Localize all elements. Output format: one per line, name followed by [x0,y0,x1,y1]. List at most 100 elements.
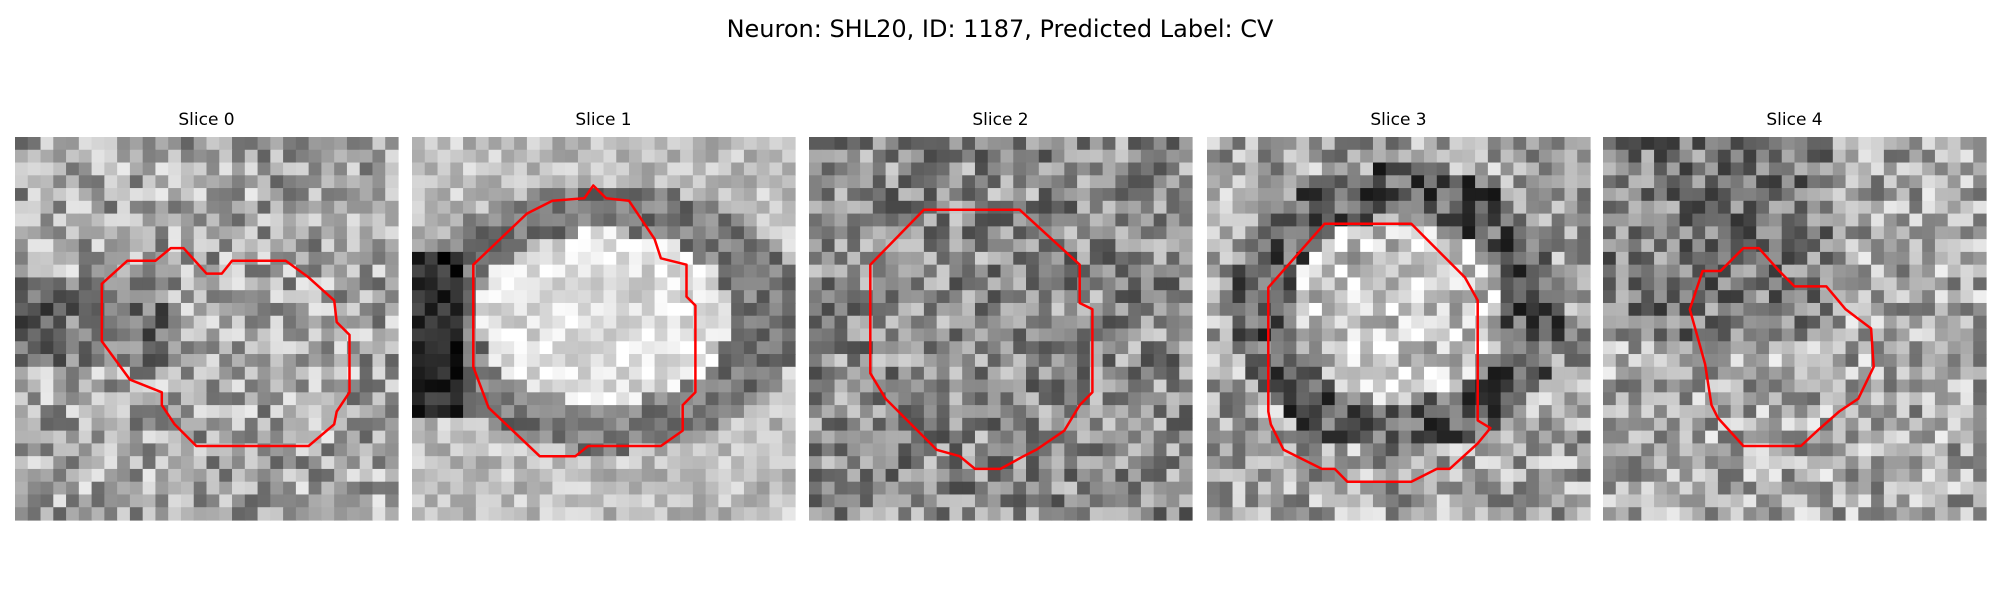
pixel [1896,481,1910,496]
pixel [1462,456,1476,470]
pixel [412,481,426,496]
pixel [1832,162,1847,176]
pixel [1013,507,1027,521]
pixel [1896,366,1910,381]
pixel [1883,366,1898,381]
pixel [718,239,732,253]
pixel [809,341,823,355]
pixel [1794,302,1808,317]
pixel [1717,137,1732,151]
pixel [1296,468,1310,483]
pixel [257,507,271,521]
pixel [270,226,284,240]
pixel [577,354,592,368]
pixel [1781,481,1796,496]
pixel [629,417,643,432]
pixel [1883,251,1898,266]
pixel [1487,507,1502,521]
pixel [1398,456,1412,470]
pixel [847,481,861,496]
pixel [1449,188,1463,202]
pixel [1858,456,1872,470]
pixel [1845,149,1859,164]
pixel [142,213,157,227]
pixel [257,379,271,393]
pixel [1934,379,1949,393]
pixel [27,149,42,164]
pixel [782,264,796,279]
pixel [718,468,732,483]
pixel [872,507,887,521]
pixel [463,226,477,240]
pixel [1768,379,1783,393]
pixel [1232,175,1246,189]
pixel [1807,430,1821,444]
pixel [885,481,899,496]
pixel [1038,392,1053,406]
pixel [692,149,707,164]
pixel [1934,341,1949,355]
pixel [193,137,208,151]
pixel [219,213,233,227]
pixel [1717,149,1732,164]
pixel [1102,494,1116,508]
pixel [180,264,195,279]
pixel [1449,290,1463,304]
pixel [346,481,361,496]
pixel [1296,443,1310,457]
pixel [78,290,93,304]
pixel [193,366,208,381]
pixel [1051,341,1065,355]
pixel [1564,239,1578,253]
pixel [129,290,144,304]
pixel [1051,149,1065,164]
pixel [654,213,668,227]
pixel [577,430,592,444]
pixel [603,251,617,266]
pixel [821,200,836,215]
pixel [117,175,131,189]
pixel [475,443,490,457]
pixel [1538,290,1553,304]
pixel [283,277,297,291]
pixel [809,379,823,393]
pixel [1385,315,1400,330]
pixel [809,328,823,342]
pixel [872,443,887,457]
pixel [308,405,322,419]
pixel [475,290,490,304]
pixel [1258,251,1272,266]
pixel [705,392,719,406]
pixel [1372,392,1387,406]
pixel [1564,379,1578,393]
pixel [488,507,502,521]
pixel [1500,354,1514,368]
pixel [987,175,1002,189]
pixel [1372,175,1387,189]
pixel [1564,430,1578,444]
pixel [731,443,745,457]
pixel [180,315,195,330]
pixel [1102,200,1116,215]
pixel [412,328,426,342]
pixel [565,162,579,176]
pixel [155,507,169,521]
pixel [1385,251,1400,266]
pixel [1026,200,1040,215]
pixel [962,481,976,496]
pixel [1424,392,1438,406]
pixel [283,175,297,189]
pixel [1115,354,1129,368]
pixel [270,468,284,483]
pixel [142,430,157,444]
pixel [1296,341,1310,355]
pixel [78,481,93,496]
pixel [1513,149,1527,164]
pixel [731,494,745,508]
pixel [1064,468,1078,483]
pixel [1603,175,1617,189]
pixel [782,137,796,151]
panel-title: Slice 1 [575,110,631,130]
pixel [1807,137,1821,151]
pixel [603,315,617,330]
